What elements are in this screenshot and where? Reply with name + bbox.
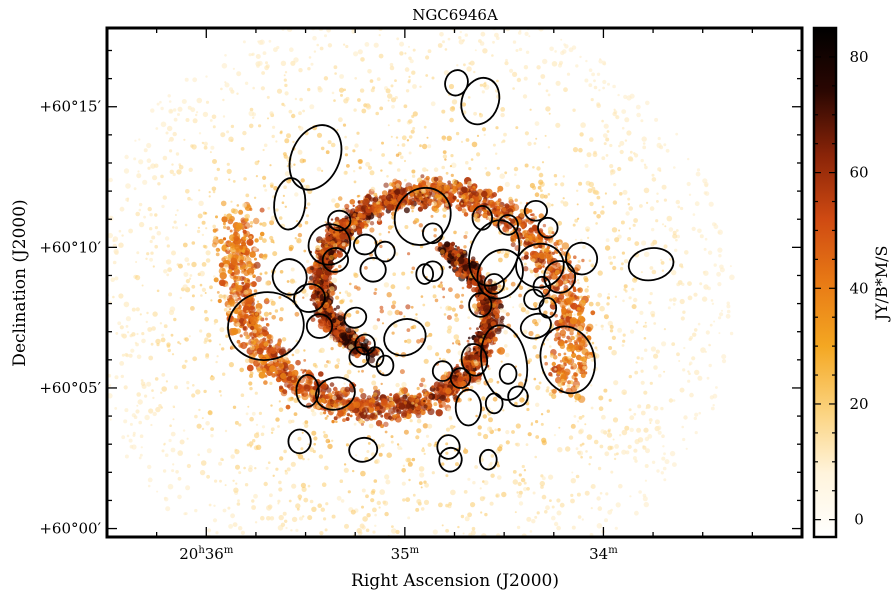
region-ellipse [497, 214, 519, 236]
region-ellipse [498, 363, 518, 385]
region-ellipse [438, 446, 463, 473]
region-ellipse [471, 205, 493, 231]
region-ellipse [519, 312, 552, 340]
region-ellipse [343, 306, 368, 329]
region-ellipse [454, 388, 483, 427]
region-ellipse [273, 177, 307, 231]
x-axis-ticks: 20h36m 35m 34m [106, 28, 803, 563]
y-tick-label: +60°15′ [39, 98, 101, 116]
colorbar-gradient [814, 28, 836, 537]
region-ellipse [295, 373, 320, 408]
region-ellipse [307, 223, 352, 266]
region-ellipse [539, 325, 596, 395]
y-axis-label: Declination (J2000) [10, 199, 30, 366]
colorbar-tick-label: 40 [849, 279, 868, 297]
x-axis-label: Right Ascension (J2000) [351, 571, 559, 591]
colorbar-frame [812, 26, 838, 539]
region-ellipses [227, 69, 675, 473]
region-ellipse [523, 199, 549, 222]
region-ellipse [421, 260, 444, 283]
region-ellipse [354, 333, 376, 356]
region-ellipse [507, 385, 529, 408]
region-ellipse [436, 434, 461, 460]
plot-area [107, 28, 802, 537]
region-ellipse [460, 76, 501, 126]
region-ellipse [293, 283, 326, 313]
y-tick-label: +60°10′ [39, 238, 101, 256]
region-ellipse [460, 343, 489, 377]
colorbar-tick-label: 60 [849, 164, 868, 182]
region-ellipse [321, 247, 349, 273]
region-ellipse [415, 263, 435, 285]
region-ellipse [483, 273, 505, 295]
region-ellipse [565, 241, 599, 276]
region-ellipse [480, 324, 529, 401]
region-ellipse [305, 313, 334, 339]
region-ellipse [538, 296, 558, 319]
region-ellipse [359, 256, 387, 283]
region-ellipse [627, 247, 675, 282]
colorbar-label: JY/B*M/S [872, 246, 891, 323]
region-ellipse [374, 240, 396, 263]
region-ellipse [365, 346, 385, 368]
region-ellipse [375, 354, 395, 377]
colorbar-ticks: 0 20 40 60 80 [814, 48, 869, 529]
region-ellipse [287, 428, 312, 455]
colorbar: 0 20 40 60 80 JY/B*M/S [812, 26, 891, 539]
colorbar-tick-label: 0 [854, 511, 864, 529]
region-ellipse [422, 222, 444, 245]
x-tick-label: 35m [391, 545, 420, 563]
region-ellipse [348, 346, 370, 368]
region-ellipse [288, 124, 343, 191]
region-ellipse [227, 291, 305, 361]
region-ellipse [484, 392, 504, 415]
y-tick-label: +60°05′ [39, 379, 101, 397]
region-ellipse [353, 233, 378, 256]
region-ellipse [431, 360, 454, 382]
y-axis-ticks: +60°15′ +60°10′ +60°05′ +60°00′ [39, 49, 802, 538]
region-ellipse [383, 318, 427, 357]
region-ellipse [327, 209, 352, 232]
region-ellipse [478, 448, 498, 471]
region-ellipse [537, 216, 559, 239]
region-ellipse [468, 292, 493, 318]
colorbar-tick-label: 20 [849, 395, 868, 413]
region-ellipse [315, 376, 356, 411]
x-tick-label: 20h36m [179, 545, 234, 563]
x-tick-label: 34m [589, 545, 618, 563]
region-ellipse [348, 436, 379, 463]
colorbar-tick-label: 80 [849, 48, 868, 66]
region-ellipse [532, 275, 552, 298]
y-tick-label: +60°00′ [39, 520, 101, 538]
chart-title: NGC6946A [412, 6, 498, 24]
